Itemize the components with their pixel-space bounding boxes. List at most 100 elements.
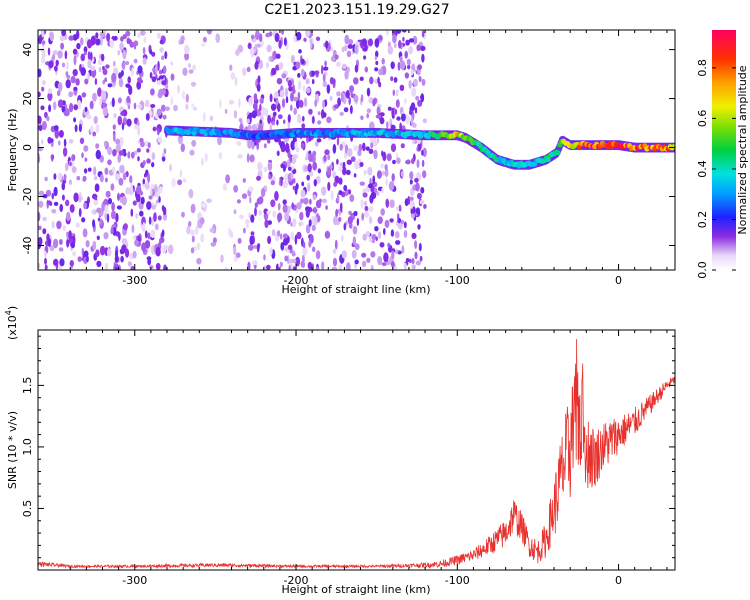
noise-blob [137,65,143,74]
noise-blob [284,255,289,262]
noise-blob [334,239,338,250]
noise-blob [77,256,82,262]
noise-blob [80,53,86,62]
noise-blob [376,106,380,116]
noise-blob [398,204,402,210]
noise-blob [254,202,259,208]
noise-blob [245,221,250,229]
noise-blob [402,36,405,42]
noise-blob [411,258,415,265]
noise-blob [100,90,107,100]
noise-blob [125,61,130,65]
noise-blob [51,209,57,214]
noise-blob [292,136,297,143]
noise-blob [112,166,116,174]
noise-blob [419,199,425,205]
noise-blob [109,39,115,49]
noise-blob [370,251,376,258]
noise-blob [314,70,320,75]
noise-blob [307,163,312,173]
noise-blob [233,246,237,256]
noise-blob [140,196,145,205]
noise-blob [300,68,305,77]
noise-blob [107,146,112,155]
noise-blob [353,145,359,152]
noise-blob [398,40,402,49]
noise-blob [330,190,334,201]
noise-blob [126,95,131,104]
y-tick-label: -20 [21,188,34,206]
noise-blob [260,187,266,198]
x-tick-label: 0 [615,574,622,587]
noise-blob [168,244,174,255]
noise-blob [38,68,42,78]
noise-blob [312,194,317,200]
noise-blob [63,173,67,181]
noise-blob [53,238,59,249]
noise-blob [121,122,125,131]
noise-blob [401,245,405,254]
noise-blob [344,70,349,80]
noise-blob [188,69,194,74]
noise-blob [252,260,258,266]
noise-blob [370,142,374,149]
noise-blob [201,158,204,166]
noise-blob [38,91,41,98]
noise-blob [66,238,70,248]
noise-blob [420,93,425,103]
noise-blob [103,200,107,205]
snr-y-scale-label: (x104) [4,306,19,340]
noise-blob [238,98,241,108]
noise-blob [417,142,422,151]
noise-blob [82,175,87,182]
noise-blob [414,107,418,114]
noise-blob [270,199,276,208]
noise-blob [169,164,172,172]
noise-blob [253,93,258,102]
noise-blob [73,86,78,91]
noise-blob [90,51,93,61]
noise-blob [369,177,372,185]
noise-blob [321,186,327,196]
noise-blob [274,91,279,99]
noise-blob [62,225,67,232]
noise-blob [133,58,138,64]
noise-blob [246,118,251,124]
noise-blob [290,92,294,102]
noise-blob [258,209,262,216]
noise-blob [137,103,142,110]
noise-blob [126,118,132,127]
noise-blob [302,241,306,248]
noise-blob [114,266,118,270]
noise-blob [148,216,152,225]
noise-blob [362,192,368,198]
noise-blob [277,202,281,211]
noise-blob [68,138,74,144]
noise-blob [53,258,59,266]
noise-blob [219,99,222,109]
noise-blob [404,50,409,59]
noise-blob [353,210,358,217]
noise-blob [412,206,416,213]
noise-blob [99,245,106,256]
noise-blob [334,104,340,109]
noise-blob [271,67,277,76]
noise-blob [342,63,347,70]
noise-blob [71,166,77,174]
noise-blob [403,262,407,270]
noise-blob [133,43,137,50]
snr-frame [37,329,676,571]
noise-blob [103,232,109,240]
noise-blob [115,231,120,237]
noise-blob [209,227,215,233]
noise-blob [249,235,254,246]
noise-blob [53,186,58,197]
noise-blob [170,61,173,66]
noise-blob [420,187,425,194]
noise-blob [411,87,417,97]
noise-blob [333,216,338,226]
noise-blob [338,190,343,196]
noise-blob [162,245,167,254]
noise-blob [130,182,133,193]
noise-blob [271,229,276,237]
